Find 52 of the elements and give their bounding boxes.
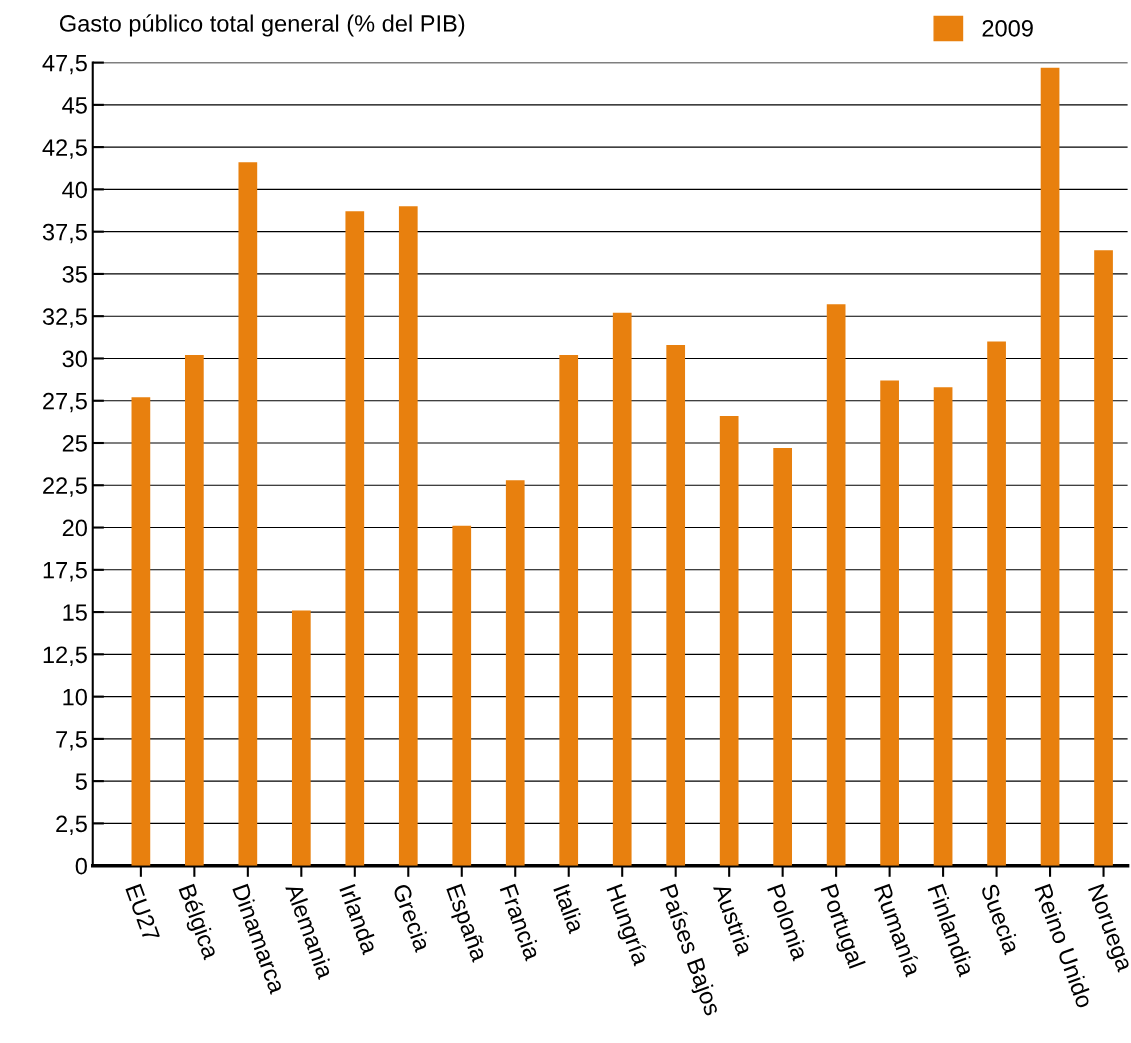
- y-tick-label: 37,5: [42, 223, 87, 244]
- y-tick-label: 10: [63, 688, 87, 706]
- y-tick-label: 12,5: [43, 646, 87, 666]
- bar: [987, 341, 1006, 866]
- y-tick-label: 30: [62, 350, 87, 368]
- bar: [398, 206, 418, 866]
- y-tick-label: 25: [62, 435, 87, 452]
- legend-label: 2009: [982, 19, 1033, 37]
- y-tick-label: 17,5: [43, 562, 87, 582]
- x-tick-label: Irlanda: [339, 883, 380, 956]
- bar: [773, 448, 793, 866]
- x-tick-label: Italia: [553, 883, 586, 935]
- bar: [559, 355, 579, 866]
- y-tick-label: 7,5: [56, 731, 87, 751]
- y-tick-label: 5: [75, 773, 87, 790]
- y-tick-label: 20: [62, 519, 87, 537]
- y-tick-label: 2,5: [56, 815, 87, 835]
- y-tick-label: 0: [75, 857, 87, 875]
- y-tick-label: 42,5: [42, 139, 87, 159]
- x-tick-label: Polonia: [767, 883, 810, 962]
- bar: [719, 415, 739, 866]
- bar: [612, 312, 632, 866]
- bar: [185, 355, 204, 866]
- y-tick-label: 32,5: [42, 308, 87, 328]
- bar: [238, 162, 258, 866]
- bar: [505, 480, 525, 866]
- bar: [933, 387, 953, 866]
- bar: [131, 397, 151, 866]
- y-tick-label: 40: [62, 181, 87, 199]
- y-tick-label: 27,5: [43, 392, 87, 413]
- bar: [345, 211, 365, 866]
- x-tick-label: Bélgica: [174, 883, 221, 963]
- bar: [880, 380, 899, 866]
- x-tick-label: Francia: [499, 883, 543, 962]
- bar: [291, 610, 311, 866]
- x-tick-label: EU27: [125, 883, 161, 942]
- y-tick-label: 22,5: [43, 477, 87, 497]
- y-tick-label: 15: [63, 604, 87, 621]
- x-tick-label: España: [441, 883, 489, 965]
- y-tick-label: 45: [62, 97, 87, 114]
- y-tick-label: 47,5: [42, 54, 87, 75]
- bar: [452, 525, 472, 866]
- bar: [666, 344, 686, 866]
- y-axis-title: Gasto público total general (% del PIB): [60, 14, 465, 37]
- bar: [1094, 250, 1113, 866]
- x-tick-label: Suecia: [980, 882, 1022, 956]
- bar: [1040, 67, 1060, 866]
- y-tick-label: 35: [62, 265, 87, 283]
- x-tick-label: Hungría: [601, 883, 651, 969]
- x-tick-label: Grecia: [392, 882, 433, 953]
- bar: [826, 304, 846, 866]
- x-tick-label: Austria: [712, 881, 755, 957]
